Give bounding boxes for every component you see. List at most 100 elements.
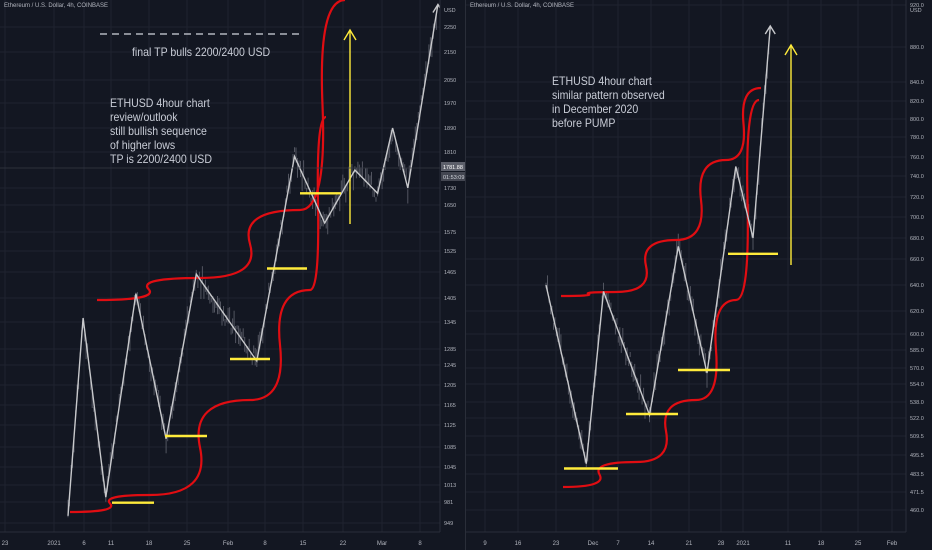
price-tick-label: 981 [444,500,453,506]
right-chart-panel: USD 920.0 880.0 840.0 820.0 800.0 780.0 760.0 74… [466,0,932,550]
time-tick-label: 15 [300,541,307,547]
time-tick-label: Mar [377,541,387,547]
price-tick-label: 1730 [444,186,456,192]
left-tp-note: final TP bulls 2200/2400 USD [132,45,271,59]
price-tick-label: 1465 [444,270,456,276]
time-axis-bg [466,532,932,550]
lower-trend-curve [562,98,760,489]
price-tick-label: 538.0 [910,400,924,406]
price-tick-label: 522.0 [910,416,924,422]
lower-trend-curve [69,115,327,514]
price-tick-label: 920.0 [910,3,924,9]
time-tick-label: Dec [588,541,599,547]
price-tick-label: 600.0 [910,332,924,338]
time-tick-label: 25 [855,541,862,547]
target-arrow-head [784,43,798,56]
time-tick-label: 2021 [47,541,61,547]
time-tick-label: 7 [616,541,620,547]
time-axis-bg [0,532,466,550]
price-axis-bg [440,0,466,550]
price-tick-label: 760.0 [910,155,924,161]
price-tick-label: 1345 [444,320,456,326]
right-chart-svg: USD920.0880.0840.0820.0800.0780.0760.074… [466,0,932,550]
upper-trend-curve [560,86,762,298]
price-tick-label: 949 [444,521,453,527]
left-chart-svg: USD 2250 2150 2050 1970 1890 1810 1730 1650 1575 1… [0,0,466,550]
left-outlook-note: ETHUSD 4hour chart review/outlook still … [110,96,212,166]
time-tick-label: 11 [785,541,792,547]
time-tick-label: 11 [108,541,115,547]
time-tick-label: 8 [263,541,267,547]
price-axis-unit: USD [910,8,922,14]
time-tick-label: 2021 [736,541,750,547]
price-tick-label: 471.5 [910,490,924,496]
price-tick-label: 1013 [444,483,456,489]
price-tick-label: 1405 [444,296,456,302]
price-tick-label: 1285 [444,347,456,353]
price-tick-label: 585.0 [910,348,924,354]
price-tick-label: 680.0 [910,236,924,242]
upper-trend-curve [96,0,346,302]
price-tick-label: 840.0 [910,80,924,86]
left-chart-panel: USD 2250 2150 2050 1970 1890 1810 1730 1650 1575 1… [0,0,466,550]
price-tick-label: 509.5 [910,434,924,440]
time-tick-label: 16 [515,541,522,547]
price-tick-label: 1085 [444,445,456,451]
price-tick-label: 620.0 [910,309,924,315]
right-chart-header: Ethereum / U.S. Dollar, 4h, COINBASE [470,3,575,9]
price-tick-label: 820.0 [910,99,924,105]
current-price-label: 1781.88 [443,165,463,171]
zigzag-path [67,4,439,516]
price-tick-label: 2050 [444,78,456,84]
price-tick-label: 1045 [444,465,456,471]
time-tick-label: 14 [648,541,655,547]
price-tick-label: 554.0 [910,382,924,388]
time-tick-label: 23 [2,541,9,547]
time-tick-label: 18 [818,541,825,547]
zigzag-arrow-head [764,24,776,35]
price-tick-label: 460.0 [910,508,924,514]
price-tick-label: 660.0 [910,257,924,263]
price-tick-label: 1890 [444,126,456,132]
left-chart-header: Ethereum / U.S. Dollar, 4h, COINBASE [4,3,109,9]
current-price-badge [441,162,465,171]
price-tick-label: 495.5 [910,453,924,459]
time-tick-label: 22 [340,541,347,547]
time-tick-label: 18 [146,541,153,547]
price-axis-bg [906,0,932,550]
panel-divider [465,0,466,550]
price-tick-label: 720.0 [910,195,924,201]
time-tick-label: 9 [483,541,487,547]
price-tick-label: 880.0 [910,45,924,51]
price-tick-label: 780.0 [910,135,924,141]
price-tick-label: 1165 [444,403,456,409]
target-arrow-head [343,28,357,41]
price-tick-label: 740.0 [910,174,924,180]
price-tick-label: 1970 [444,101,456,107]
price-tick-label: 2250 [444,25,456,31]
time-tick-label: Feb [223,541,234,547]
price-tick-label: 1125 [444,423,456,429]
time-tick-label: 6 [82,541,86,547]
price-tick-label: 570.0 [910,366,924,372]
time-tick-label: 28 [718,541,725,547]
price-axis-unit: USD [444,8,456,14]
current-time-badge [441,172,465,181]
right-pattern-note: ETHUSD 4hour chart similar pattern obser… [552,74,665,130]
current-time-label: 01:53:09 [443,175,464,181]
price-tick-label: 800.0 [910,117,924,123]
price-tick-label: 640.0 [910,283,924,289]
time-tick-label: Feb [887,541,898,547]
time-tick-label: 8 [418,541,422,547]
price-tick-label: 1575 [444,230,456,236]
price-tick-label: 1205 [444,383,456,389]
time-tick-label: 21 [686,541,693,547]
time-tick-label: 25 [184,541,191,547]
price-tick-label: 700.0 [910,215,924,221]
price-tick-label: 483.5 [910,472,924,478]
time-tick-label: 23 [553,541,560,547]
price-tick-label: 1525 [444,249,456,255]
price-tick-label: 1245 [444,363,456,369]
price-tick-label: 1650 [444,203,456,209]
price-tick-label: 1810 [444,150,456,156]
